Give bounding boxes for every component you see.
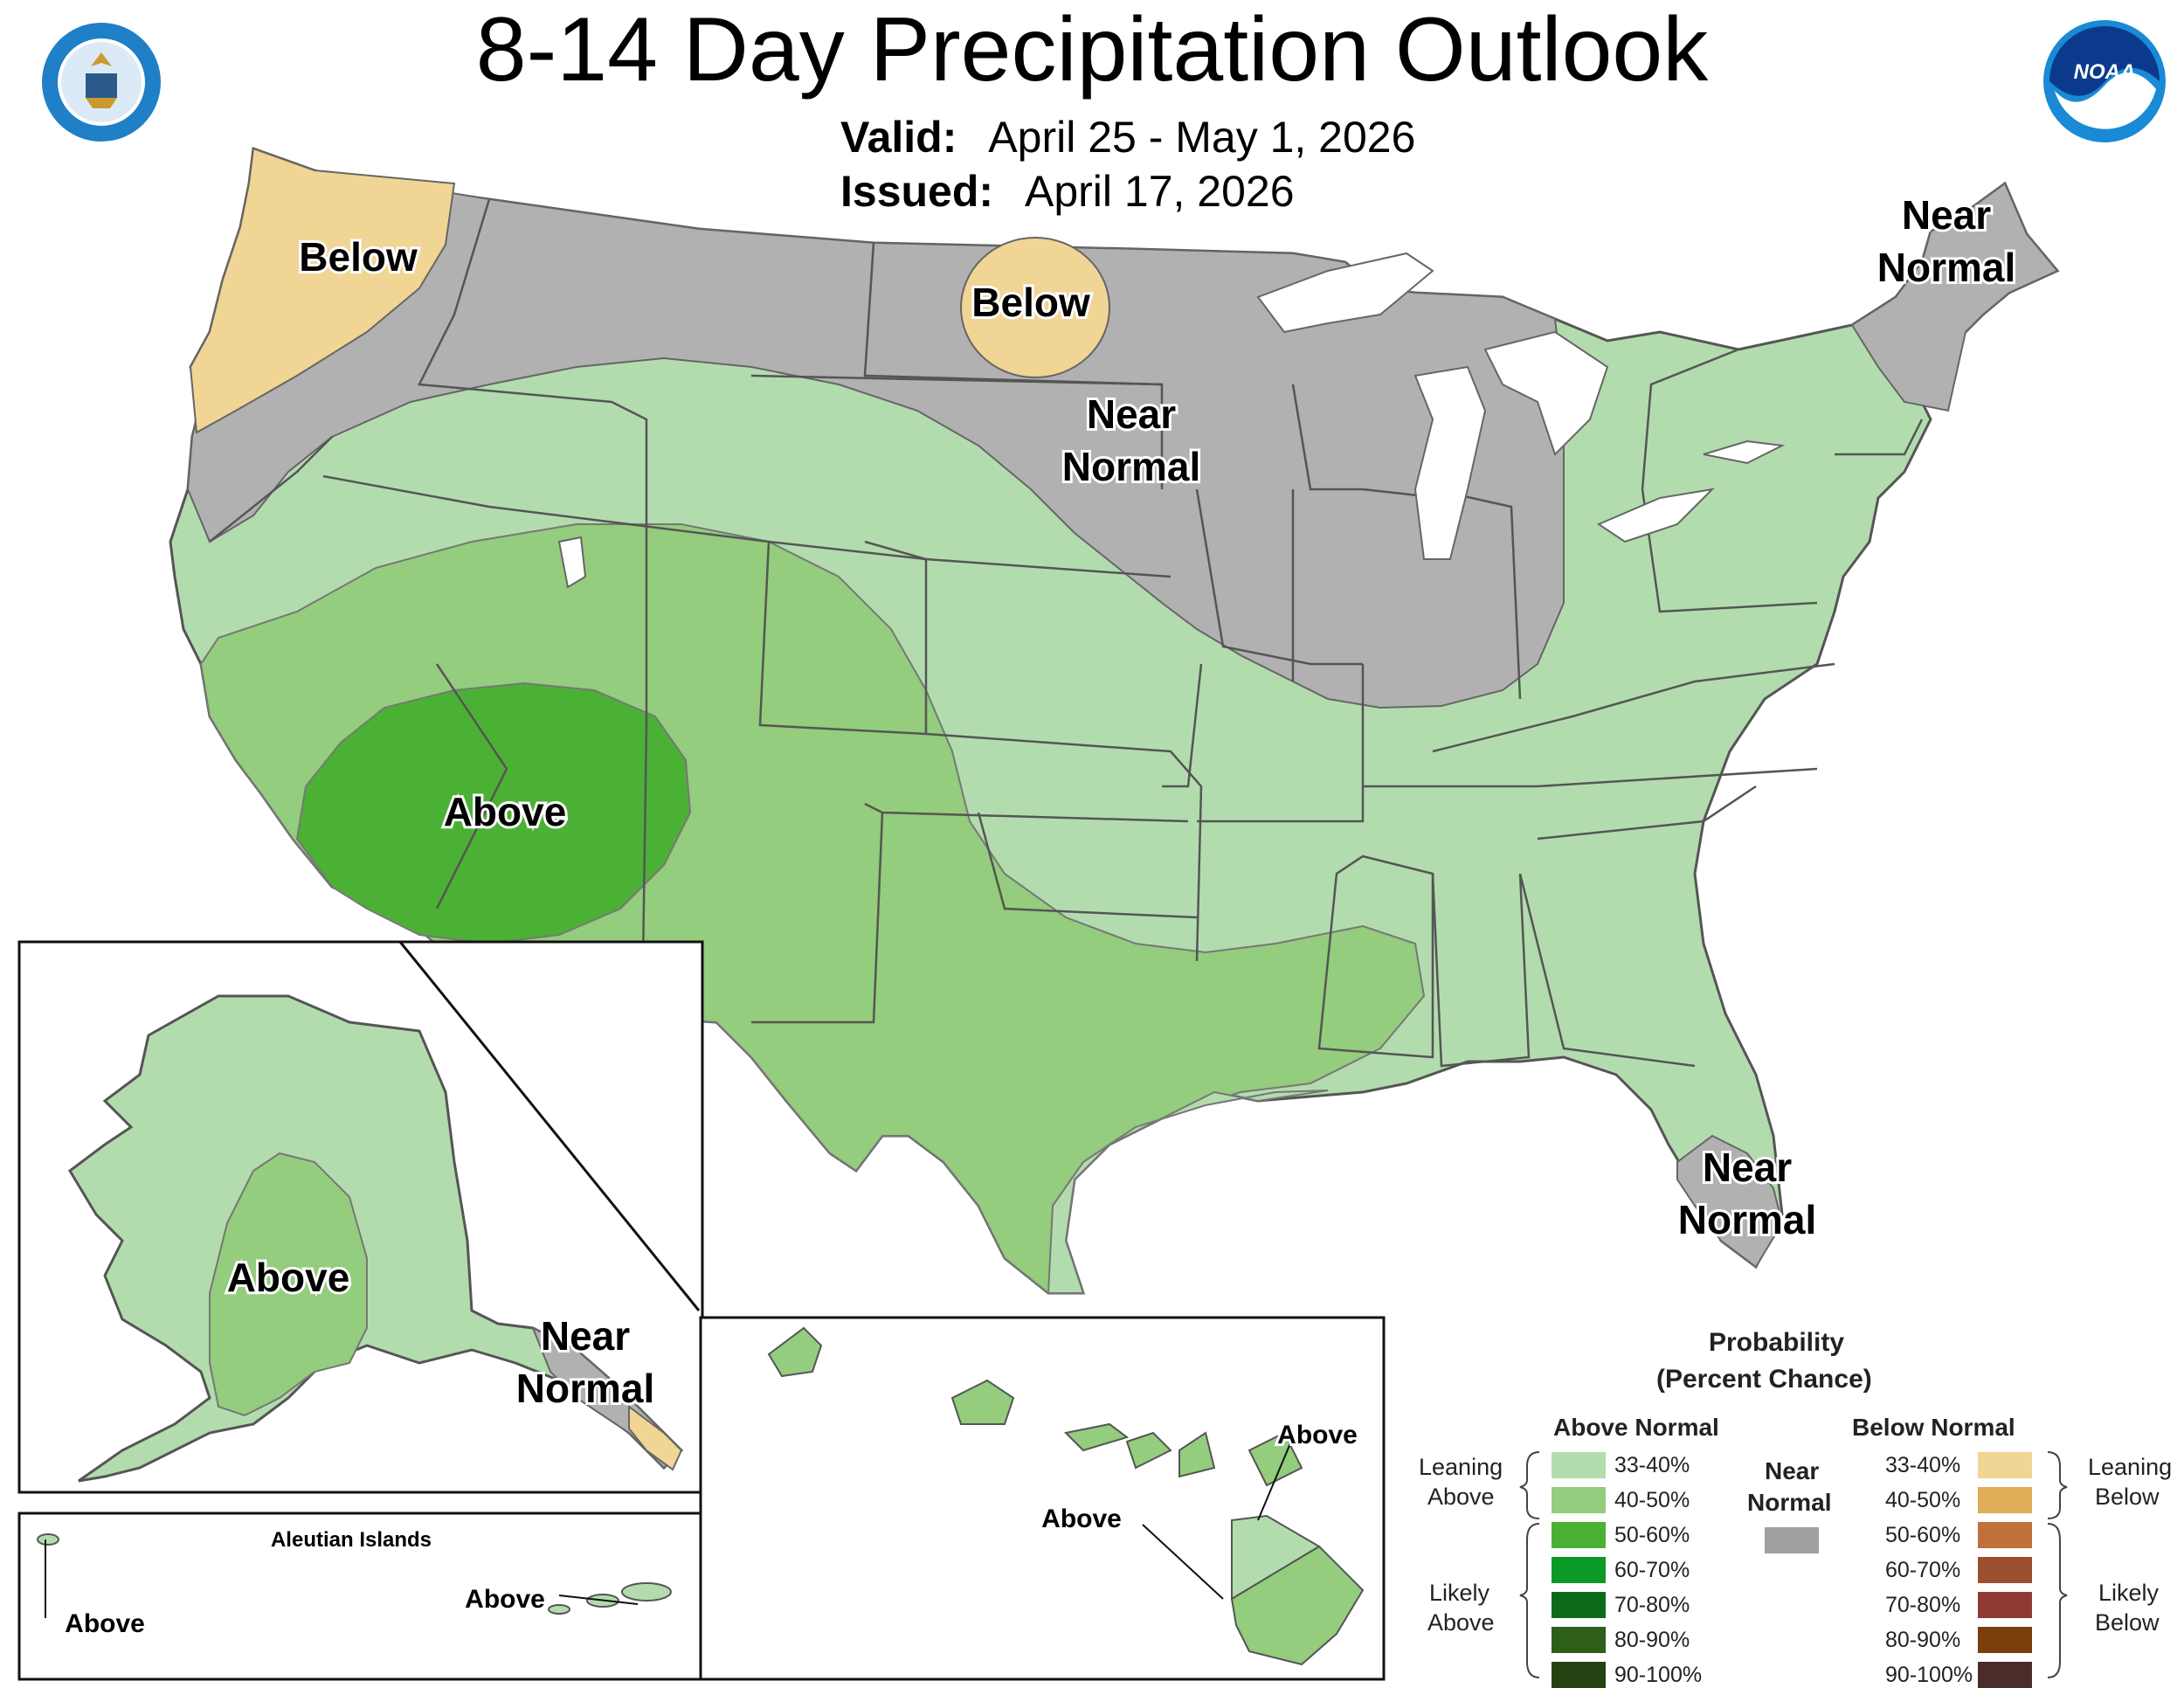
legend-below-bin-swatch — [1978, 1592, 2032, 1618]
label-nd-below: Below — [971, 280, 1090, 325]
legend-near-2: Normal — [1747, 1489, 1832, 1516]
legend-leaning-below-1: Leaning — [2088, 1454, 2173, 1480]
valid-line: Valid: April 25 - May 1, 2026 — [840, 112, 1415, 163]
legend-above-bin-label: 33-40% — [1614, 1453, 1690, 1477]
aleutian-islands — [37, 1533, 672, 1615]
legend-likely-below-1: Likely — [2098, 1580, 2160, 1606]
legend-below-bin-label: 70-80% — [1885, 1593, 1961, 1617]
legend-bracket-above — [1519, 1451, 1540, 1678]
legend-above-bin-swatch — [1552, 1592, 1606, 1618]
legend-bracket-below — [2047, 1451, 2068, 1678]
legend-above-bin-label: 90-100% — [1614, 1663, 1703, 1687]
legend-likely-above-2: Above — [1427, 1609, 1495, 1636]
state-borders — [209, 198, 1924, 1068]
valid-value: April 25 - May 1, 2026 — [988, 113, 1416, 162]
legend-above-bin-swatch — [1552, 1662, 1606, 1688]
legend-below-bin-label: 60-70% — [1885, 1558, 1961, 1582]
alaska-below — [628, 1405, 683, 1471]
issued-value: April 17, 2026 — [1024, 167, 1295, 216]
legend-likely-below-2: Below — [2095, 1609, 2160, 1636]
label-ne-near-2: Normal — [1877, 245, 2015, 290]
label-ne-near-1: Near — [1902, 192, 1991, 238]
below-normal-north-dakota — [960, 237, 1110, 378]
legend-likely-above-1: Likely — [1429, 1580, 1490, 1606]
legend-below-bin-label: 90-100% — [1885, 1663, 1973, 1687]
big-island-south — [1230, 1545, 1365, 1666]
legend-near-swatch — [1765, 1527, 1819, 1553]
legend-below-bin-label: 33-40% — [1885, 1453, 1961, 1477]
legend-above-bin-swatch — [1552, 1627, 1606, 1653]
legend-above-bin-swatch — [1552, 1557, 1606, 1583]
legend-title-1: Probability — [1709, 1328, 1845, 1357]
commerce-seal-icon — [42, 23, 161, 142]
hawaii-islands — [767, 1326, 1303, 1487]
label-aleutian-above-2: Above — [465, 1585, 545, 1614]
label-fl-near-2: Normal — [1678, 1197, 1816, 1242]
legend-below-header: Below Normal — [1852, 1414, 2015, 1441]
issued-line: Issued: April 17, 2026 — [840, 166, 1295, 217]
near-normal-florida — [1676, 1134, 1784, 1269]
legend-above-bin-swatch — [1552, 1522, 1606, 1548]
legend-above-bin-label: 60-70% — [1614, 1558, 1690, 1582]
legend-below-bin-swatch — [1978, 1627, 2032, 1653]
legend-above-bin-swatch — [1552, 1452, 1606, 1478]
label-fl-near-1: Near — [1703, 1145, 1792, 1190]
label-ak-near-1: Near — [541, 1313, 630, 1359]
legend-above-bin-label: 50-60% — [1614, 1523, 1690, 1547]
legend-below-bin-label: 50-60% — [1885, 1523, 1961, 1547]
legend-above-bin-label: 80-90% — [1614, 1628, 1690, 1652]
legend-near-1: Near — [1765, 1457, 1820, 1484]
above-normal-33-40-texas-coast — [1047, 1090, 1329, 1294]
legend-below-bin-swatch — [1978, 1452, 2032, 1478]
label-ak-above: Above — [227, 1255, 350, 1300]
label-hi-above-2: Above — [1041, 1505, 1122, 1533]
above-normal-50-60 — [295, 681, 692, 945]
label-aleutian-title: Aleutian Islands — [271, 1528, 432, 1552]
legend-below-bin-swatch — [1978, 1487, 2032, 1513]
label-sw-above: Above — [444, 789, 567, 834]
alaska-above-40-50 — [209, 1152, 368, 1417]
noaa-logo-icon: NOAA — [2043, 20, 2166, 142]
legend-title-2: (Percent Chance) — [1656, 1365, 1872, 1394]
label-north-near-2: Normal — [1062, 444, 1200, 489]
svg-text:NOAA: NOAA — [2074, 60, 2136, 84]
aleutian-inset-frame — [17, 1512, 704, 1681]
legend-leaning-above-2: Above — [1427, 1484, 1495, 1510]
issued-label: Issued: — [840, 167, 994, 216]
legend-above-bin-swatch — [1552, 1487, 1606, 1513]
legend-leaning-above-1: Leaning — [1419, 1454, 1503, 1480]
legend-below-bin-swatch — [1978, 1522, 2032, 1548]
legend-below-bin-swatch — [1978, 1662, 2032, 1688]
legend-below-bin-label: 80-90% — [1885, 1628, 1961, 1652]
label-aleutian-above-1: Above — [65, 1609, 145, 1638]
legend-above-header: Above Normal — [1553, 1414, 1719, 1441]
label-ak-near-2: Normal — [516, 1366, 654, 1411]
below-normal-northwest — [189, 147, 456, 434]
great-lakes — [557, 252, 1786, 589]
legend-above-bin-label: 70-80% — [1614, 1593, 1690, 1617]
page-title: 8-14 Day Precipitation Outlook — [475, 0, 1709, 100]
label-north-near-1: Near — [1087, 391, 1176, 437]
label-hi-above-1: Above — [1277, 1421, 1358, 1449]
legend-above-bin-label: 40-50% — [1614, 1488, 1690, 1512]
legend-below-bin-swatch — [1978, 1557, 2032, 1583]
label-nw-below: Below — [299, 234, 418, 280]
legend-leaning-below-2: Below — [2095, 1484, 2160, 1510]
near-normal-northeast — [1850, 182, 2059, 412]
legend-below-bin-label: 40-50% — [1885, 1488, 1961, 1512]
valid-label: Valid: — [840, 113, 957, 162]
